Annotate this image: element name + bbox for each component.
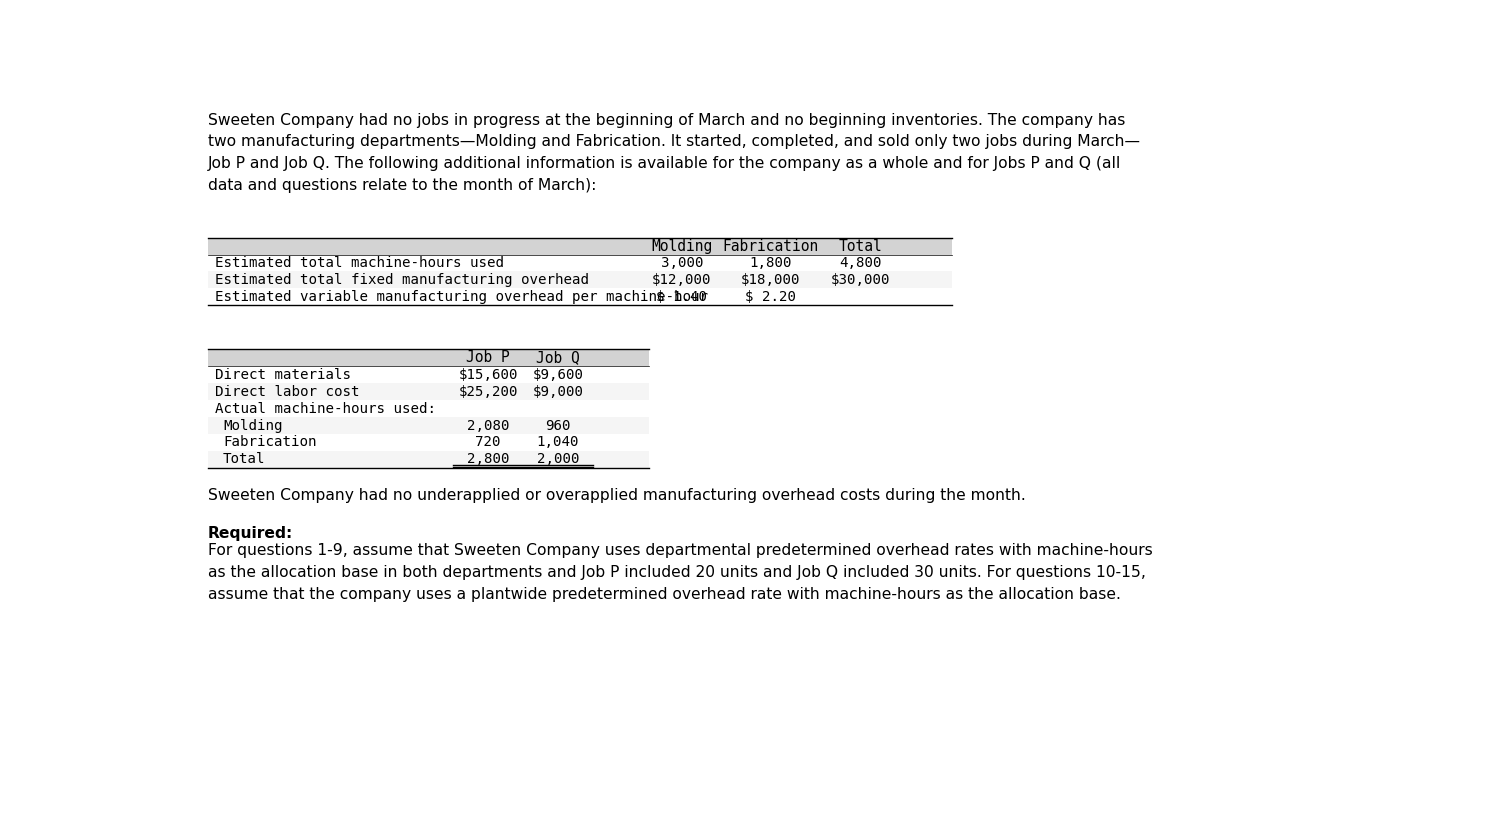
- Text: $25,200: $25,200: [458, 385, 517, 399]
- Text: $9,600: $9,600: [532, 368, 583, 381]
- Text: Molding: Molding: [651, 239, 712, 254]
- Text: $9,000: $9,000: [532, 385, 583, 399]
- FancyBboxPatch shape: [208, 255, 952, 272]
- Text: 3,000: 3,000: [660, 256, 703, 270]
- Text: Fabrication: Fabrication: [723, 239, 819, 254]
- Text: Direct materials: Direct materials: [216, 368, 351, 381]
- Text: 960: 960: [546, 418, 571, 432]
- FancyBboxPatch shape: [208, 272, 952, 288]
- Text: 4,800: 4,800: [839, 256, 882, 270]
- Text: $18,000: $18,000: [741, 273, 801, 287]
- Text: Estimated total fixed manufacturing overhead: Estimated total fixed manufacturing over…: [216, 273, 589, 287]
- FancyBboxPatch shape: [208, 434, 650, 451]
- Text: Estimated total machine-hours used: Estimated total machine-hours used: [216, 256, 504, 270]
- Text: Total: Total: [223, 453, 266, 467]
- FancyBboxPatch shape: [208, 417, 650, 434]
- Text: Job P: Job P: [467, 350, 510, 365]
- Text: 1,800: 1,800: [749, 256, 793, 270]
- FancyBboxPatch shape: [208, 349, 650, 366]
- FancyBboxPatch shape: [208, 400, 650, 417]
- Text: Fabrication: Fabrication: [223, 436, 317, 449]
- FancyBboxPatch shape: [208, 366, 650, 383]
- Text: $15,600: $15,600: [458, 368, 517, 381]
- Text: $12,000: $12,000: [653, 273, 712, 287]
- Text: Molding: Molding: [223, 418, 283, 432]
- Text: 2,000: 2,000: [537, 453, 578, 467]
- Text: Total: Total: [839, 239, 882, 254]
- Text: For questions 1-9, assume that Sweeten Company uses departmental predetermined o: For questions 1-9, assume that Sweeten C…: [208, 543, 1152, 602]
- Text: $ 1.40: $ 1.40: [656, 290, 708, 304]
- Text: Estimated variable manufacturing overhead per machine-hour: Estimated variable manufacturing overhea…: [216, 290, 708, 304]
- Text: $ 2.20: $ 2.20: [745, 290, 797, 304]
- Text: 2,080: 2,080: [467, 418, 510, 432]
- Text: $30,000: $30,000: [830, 273, 889, 287]
- Text: Sweeten Company had no jobs in progress at the beginning of March and no beginni: Sweeten Company had no jobs in progress …: [208, 113, 1139, 193]
- FancyBboxPatch shape: [208, 288, 952, 305]
- Text: 2,800: 2,800: [467, 453, 510, 467]
- Text: 1,040: 1,040: [537, 436, 578, 449]
- Text: 720: 720: [476, 436, 501, 449]
- Text: Job Q: Job Q: [535, 350, 580, 365]
- Text: Direct labor cost: Direct labor cost: [216, 385, 360, 399]
- Text: Sweeten Company had no underapplied or overapplied manufacturing overhead costs : Sweeten Company had no underapplied or o…: [208, 488, 1026, 503]
- FancyBboxPatch shape: [208, 238, 952, 255]
- FancyBboxPatch shape: [208, 451, 650, 468]
- Text: Actual machine-hours used:: Actual machine-hours used:: [216, 401, 436, 416]
- FancyBboxPatch shape: [208, 383, 650, 400]
- Text: Required:: Required:: [208, 526, 293, 541]
